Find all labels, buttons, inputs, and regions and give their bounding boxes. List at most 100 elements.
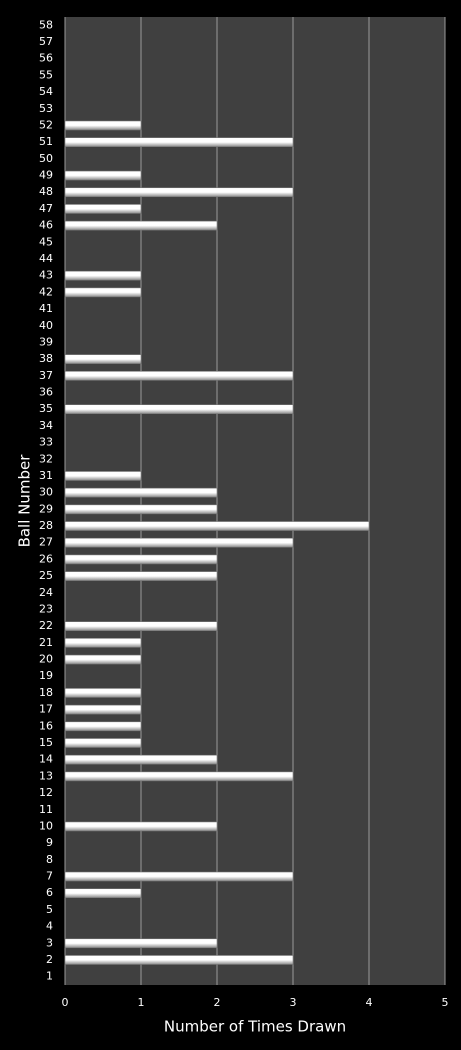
y-tick-label: 49 [39,169,53,182]
y-tick-label: 12 [39,786,53,799]
y-tick-label: 57 [39,35,53,48]
y-tick-label: 2 [46,953,53,966]
bar [64,738,142,748]
y-tick-label: 21 [39,636,53,649]
y-tick-label: 4 [46,920,53,933]
bar [64,187,294,198]
y-tick-label: 30 [39,486,53,499]
y-tick-label: 7 [46,870,53,883]
y-tick-label: 18 [39,686,53,699]
y-tick-label: 47 [39,202,53,215]
bar [64,471,142,481]
x-tick-label: 4 [366,996,373,1009]
y-tick-label: 40 [39,319,53,332]
bar [64,688,142,698]
y-tick-label: 54 [39,85,53,98]
bar [64,871,294,882]
bar [64,621,218,631]
bar [64,654,142,665]
y-tick-label: 5 [46,903,53,916]
y-tick-label: 56 [39,52,53,65]
y-tick-label: 24 [39,586,53,599]
y-tick-label: 19 [39,669,53,682]
bar [64,754,218,765]
plot-area [65,17,445,985]
y-tick-label: 13 [39,769,53,782]
bar [64,354,142,364]
y-tick-label: 11 [39,803,53,816]
y-tick-label: 46 [39,219,53,232]
x-axis-title: Number of Times Drawn [164,1018,346,1036]
bar [64,504,218,515]
y-tick-label: 17 [39,703,53,716]
bar [64,371,294,381]
y-tick-label: 25 [39,569,53,582]
y-axis-title: Ball Number [16,454,34,548]
y-tick-label: 42 [39,285,53,298]
y-tick-label: 41 [39,302,53,315]
bar [64,537,294,548]
bar [64,137,294,147]
bar [64,938,218,949]
y-tick-label: 28 [39,519,53,532]
bar [64,638,142,648]
y-tick-label: 31 [39,469,53,482]
y-tick-label: 1 [46,970,53,983]
x-tick-label: 2 [214,996,221,1009]
bar [64,120,142,131]
y-tick-label: 34 [39,419,53,432]
y-tick-label: 43 [39,269,53,282]
bar [64,521,370,531]
bar [64,704,142,715]
bar [64,487,218,498]
y-tick-label: 14 [39,753,53,766]
y-tick-label: 39 [39,335,53,348]
y-tick-label: 51 [39,135,53,148]
bar [64,771,294,782]
y-tick-label: 23 [39,602,53,615]
bar [64,287,142,298]
y-tick-label: 15 [39,736,53,749]
bar [64,170,142,181]
bar [64,888,142,899]
y-tick-label: 8 [46,853,53,866]
x-tick-label: 3 [290,996,297,1009]
x-tick-label: 0 [62,996,69,1009]
bar [64,204,142,214]
bar [64,554,218,565]
y-tick-label: 3 [46,936,53,949]
bar [64,270,142,281]
y-tick-label: 27 [39,536,53,549]
bar [64,404,294,415]
y-tick-label: 20 [39,653,53,666]
bar [64,821,218,832]
y-tick-label: 52 [39,118,53,131]
y-tick-label: 45 [39,235,53,248]
bar [64,721,142,732]
y-tick-label: 35 [39,402,53,415]
y-tick-label: 38 [39,352,53,365]
x-tick-label: 5 [442,996,449,1009]
y-tick-label: 16 [39,719,53,732]
y-tick-label: 32 [39,452,53,465]
y-tick-label: 44 [39,252,53,265]
y-tick-label: 10 [39,819,53,832]
y-tick-label: 48 [39,185,53,198]
x-tick-label: 1 [138,996,145,1009]
y-tick-label: 22 [39,619,53,632]
y-tick-label: 26 [39,552,53,565]
y-tick-label: 6 [46,886,53,899]
y-tick-label: 33 [39,436,53,449]
y-tick-label: 37 [39,369,53,382]
bar [64,955,294,965]
y-tick-label: 53 [39,102,53,115]
bar [64,220,218,231]
y-tick-label: 55 [39,68,53,81]
bar [64,571,218,581]
y-tick-label: 36 [39,386,53,399]
y-tick-label: 9 [46,836,53,849]
y-tick-label: 58 [39,18,53,31]
y-tick-label: 50 [39,152,53,165]
y-tick-label: 29 [39,502,53,515]
